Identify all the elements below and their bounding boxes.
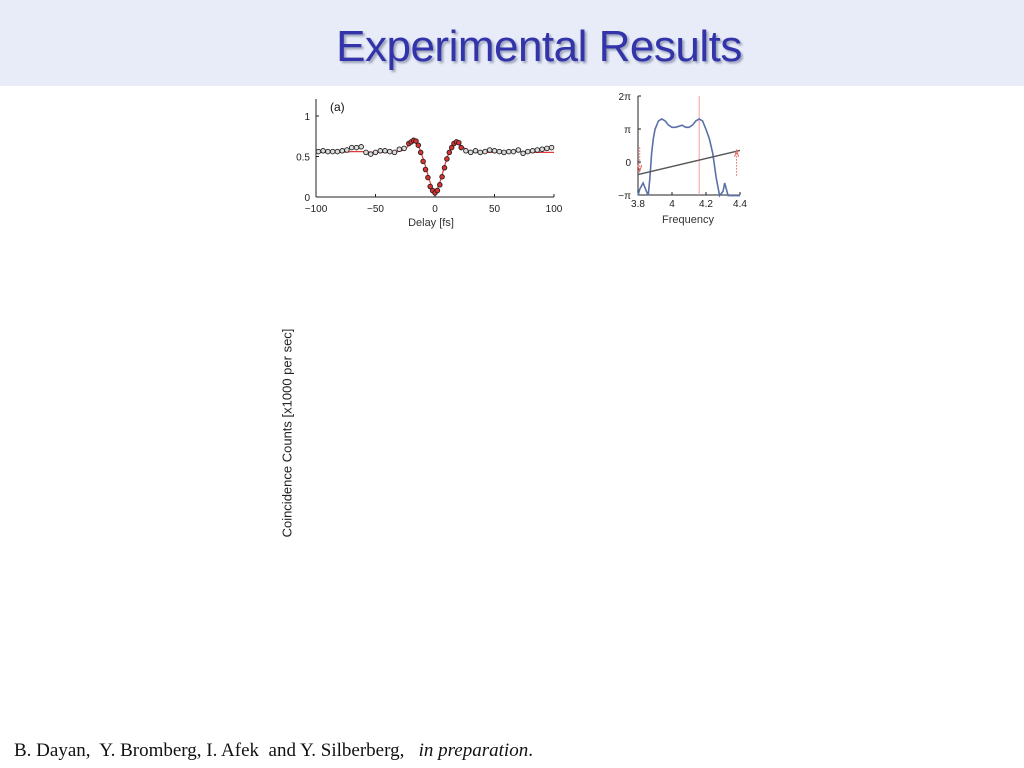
delay-scan-point <box>391 149 398 156</box>
delay-scan-ytick-label: 1 <box>304 112 310 123</box>
delay-scan-xtick-label: 50 <box>489 204 501 215</box>
delay-scan-point <box>427 183 433 190</box>
delay-scan-point <box>520 150 526 157</box>
delay-scan-ytick-label: 0.5 <box>296 153 310 164</box>
spectral-phase-linear-fit <box>637 149 741 176</box>
citation-status: in preparation <box>418 740 529 761</box>
spectral-phase-xtick-label: 4 <box>669 199 675 210</box>
delay-scan-point <box>363 149 369 156</box>
delay-scan-xlabel: Delay [fs] <box>408 217 454 229</box>
delay-scan-point <box>515 147 522 153</box>
delay-scan-ytick-label: 0 <box>304 193 310 204</box>
delay-scan-point <box>367 151 374 157</box>
spectral-phase-ytick-label: π <box>624 125 631 136</box>
spectral-phase-xtick-label: 3.8 <box>631 199 645 210</box>
delay-scan-points <box>315 137 555 196</box>
delay-scan-point <box>358 144 364 150</box>
delay-scan-point <box>472 148 479 154</box>
delay-scan-point <box>417 149 424 156</box>
coincidence-counts-axis-label: Coincidence Counts [x1000 per sec] <box>279 328 295 538</box>
slide-header-band <box>0 0 1024 86</box>
spectral-phase-axes: 3.8 4 4.2 4.4 −π 0 π 2π <box>618 92 747 210</box>
delay-scan-xtick-label: −100 <box>305 204 328 215</box>
spectral-phase-curve <box>637 117 740 198</box>
delay-scan-point <box>456 139 462 146</box>
spectral-phase-xtick-label: 4.2 <box>699 199 713 210</box>
delay-scan-point <box>548 144 555 151</box>
delay-scan-point <box>437 182 443 188</box>
spectral-phase-ytick-label: 0 <box>625 158 631 169</box>
delay-scan-point <box>463 148 469 154</box>
delay-scan-point <box>422 166 429 173</box>
spectral-phase-arrowhead-left <box>637 164 643 174</box>
spectral-phase-ytick-label: 2π <box>619 92 632 103</box>
delay-scan-point <box>482 148 488 155</box>
spectral-phase-xtick-label: 4.4 <box>733 199 747 210</box>
citation-end: . <box>528 740 533 761</box>
delay-scan-point <box>439 174 445 180</box>
delay-scan-point <box>434 187 441 194</box>
delay-scan-point <box>372 149 379 156</box>
delay-scan-point <box>441 165 448 171</box>
spectral-phase-lines <box>637 96 741 198</box>
spectral-phase-arrowhead-right <box>734 148 740 157</box>
delay-scan-xtick-label: 0 <box>432 204 438 215</box>
delay-scan-point <box>446 149 453 156</box>
delay-scan-point <box>415 142 422 148</box>
delay-scan-point <box>425 174 431 181</box>
delay-scan-point <box>413 138 419 144</box>
delay-scan-panel-label: (a) <box>330 100 345 114</box>
delay-scan-xtick-label: −50 <box>367 204 384 215</box>
delay-scan-point <box>458 144 464 151</box>
citation: B. Dayan, Y. Bromberg, I. Afek and Y. Si… <box>14 740 533 762</box>
citation-authors: B. Dayan, Y. Bromberg, I. Afek and Y. Si… <box>14 740 405 761</box>
delay-scan-xtick-label: 100 <box>546 204 563 215</box>
delay-scan-point <box>420 158 426 165</box>
delay-scan-point <box>448 144 455 151</box>
delay-scan-point <box>510 148 517 155</box>
spectral-phase-xlabel: Frequency <box>662 214 714 226</box>
slide-title: Experimental Results <box>336 22 742 71</box>
delay-scan-point <box>444 156 450 162</box>
delay-scan-point <box>467 149 474 156</box>
spectral-phase-ytick-label: −π <box>618 191 631 202</box>
delay-scan-point <box>401 145 407 152</box>
delay-scan-point <box>344 147 350 153</box>
